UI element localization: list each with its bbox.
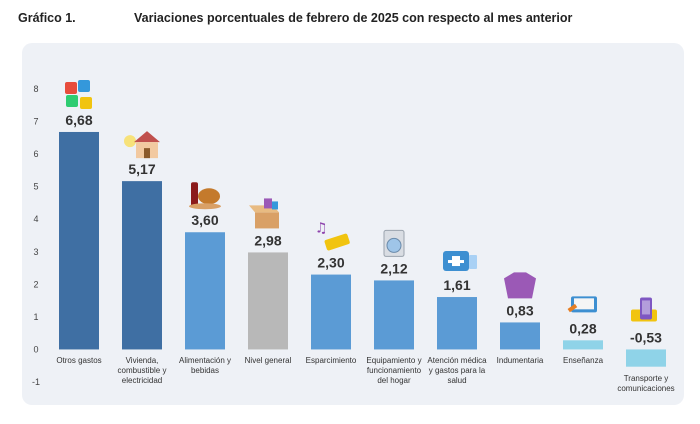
y-tick-label: 8	[33, 84, 38, 94]
y-tick-label: 5	[33, 182, 38, 192]
bar	[563, 340, 603, 350]
category-label: Otros gastos	[39, 356, 119, 366]
category-label: Nivel general	[228, 356, 308, 366]
y-tick-label: 1	[33, 312, 38, 322]
figure-label: Gráfico 1.	[18, 11, 76, 25]
bar	[626, 349, 666, 367]
svg-text:♫: ♫	[315, 221, 328, 237]
house-icon	[124, 131, 160, 159]
y-tick-label: 2	[33, 279, 38, 289]
puzzle-icon	[65, 79, 92, 109]
category-label-line: Alimentación y	[178, 356, 232, 366]
value-label: 1,61	[443, 277, 470, 293]
category-label-line: bebidas	[190, 366, 220, 376]
washing-machine-icon	[383, 229, 405, 257]
category-label: Vivienda, combustible y electricidad	[102, 356, 182, 386]
category-label-line: salud	[447, 376, 467, 386]
y-tick-label: 7	[33, 117, 38, 127]
value-label: 6,68	[65, 112, 92, 128]
category-label-line: electricidad	[121, 376, 163, 386]
chart-header: Gráfico 1. Variaciones porcentuales de f…	[18, 11, 688, 31]
bar	[185, 232, 225, 350]
bar-chart: -1 0 1 2 3 4 5 6 7 8 6,68 5,17 3,60 2,98 2,30 ♫ 2,12 1,61…	[32, 79, 666, 387]
phone-bus-icon	[631, 297, 657, 322]
bar	[437, 297, 477, 350]
y-tick-label: 4	[33, 214, 38, 224]
bar	[500, 322, 540, 350]
clothing-icon	[504, 272, 536, 299]
y-tick-label: 6	[33, 149, 38, 159]
value-label: 2,98	[254, 232, 281, 248]
category-label: Esparcimiento	[291, 356, 371, 366]
category-label-line: y gastos para la	[428, 366, 486, 376]
category-label-line: Esparcimiento	[305, 356, 357, 366]
box-icon	[249, 198, 279, 229]
value-label: 5,17	[128, 161, 155, 177]
value-label: 0,83	[506, 302, 533, 318]
bar	[59, 131, 99, 350]
bar	[311, 274, 351, 350]
category-label: Alimentación y bebidas	[165, 356, 245, 376]
category-label-line: Enseñanza	[562, 356, 604, 366]
category-label-line: funcionamiento	[366, 366, 422, 376]
y-tick-label: -1	[32, 377, 40, 387]
category-label-line: Indumentaria	[496, 356, 544, 366]
y-tick-label: 3	[33, 247, 38, 257]
category-label: Equipamiento y funcionamiento del hogar	[354, 356, 434, 386]
category-label-line: Atención médica	[427, 356, 487, 366]
bar	[122, 181, 162, 350]
value-label: 2,12	[380, 260, 407, 276]
y-tick-label: 0	[33, 344, 38, 354]
value-label: -0,53	[630, 329, 662, 345]
value-label: 0,28	[569, 320, 596, 336]
category-label: Indumentaria	[480, 356, 560, 366]
category-label: Atención médica y gastos para la salud	[417, 356, 497, 386]
category-label-line: Equipamiento y	[366, 356, 422, 366]
chart-panel: -1 0 1 2 3 4 5 6 7 8 6,68 5,17 3,60 2,98 2,30 ♫ 2,12 1,61…	[22, 43, 684, 405]
food-icon	[189, 182, 221, 210]
medical-kit-icon	[443, 251, 477, 272]
category-label-line: Transporte y	[623, 373, 669, 383]
category-label: Transporte y comunicaciones	[606, 374, 686, 394]
category-label-line: comunicaciones	[617, 383, 675, 393]
chart-title: Variaciones porcentuales de febrero de 2…	[134, 11, 573, 25]
value-label: 3,60	[191, 212, 218, 228]
category-label-line: del hogar	[377, 376, 411, 386]
category-label: Enseñanza	[543, 356, 623, 366]
value-label: 2,30	[317, 255, 344, 271]
bar	[374, 280, 414, 350]
category-label-line: Nivel general	[244, 356, 292, 366]
category-label-line: Otros gastos	[56, 356, 102, 366]
bar	[248, 252, 288, 350]
ticket-icon: ♫	[315, 221, 350, 251]
category-label-line: Vivienda,	[125, 356, 159, 366]
book-icon	[567, 296, 597, 313]
category-label-line: combustible y	[117, 366, 167, 376]
